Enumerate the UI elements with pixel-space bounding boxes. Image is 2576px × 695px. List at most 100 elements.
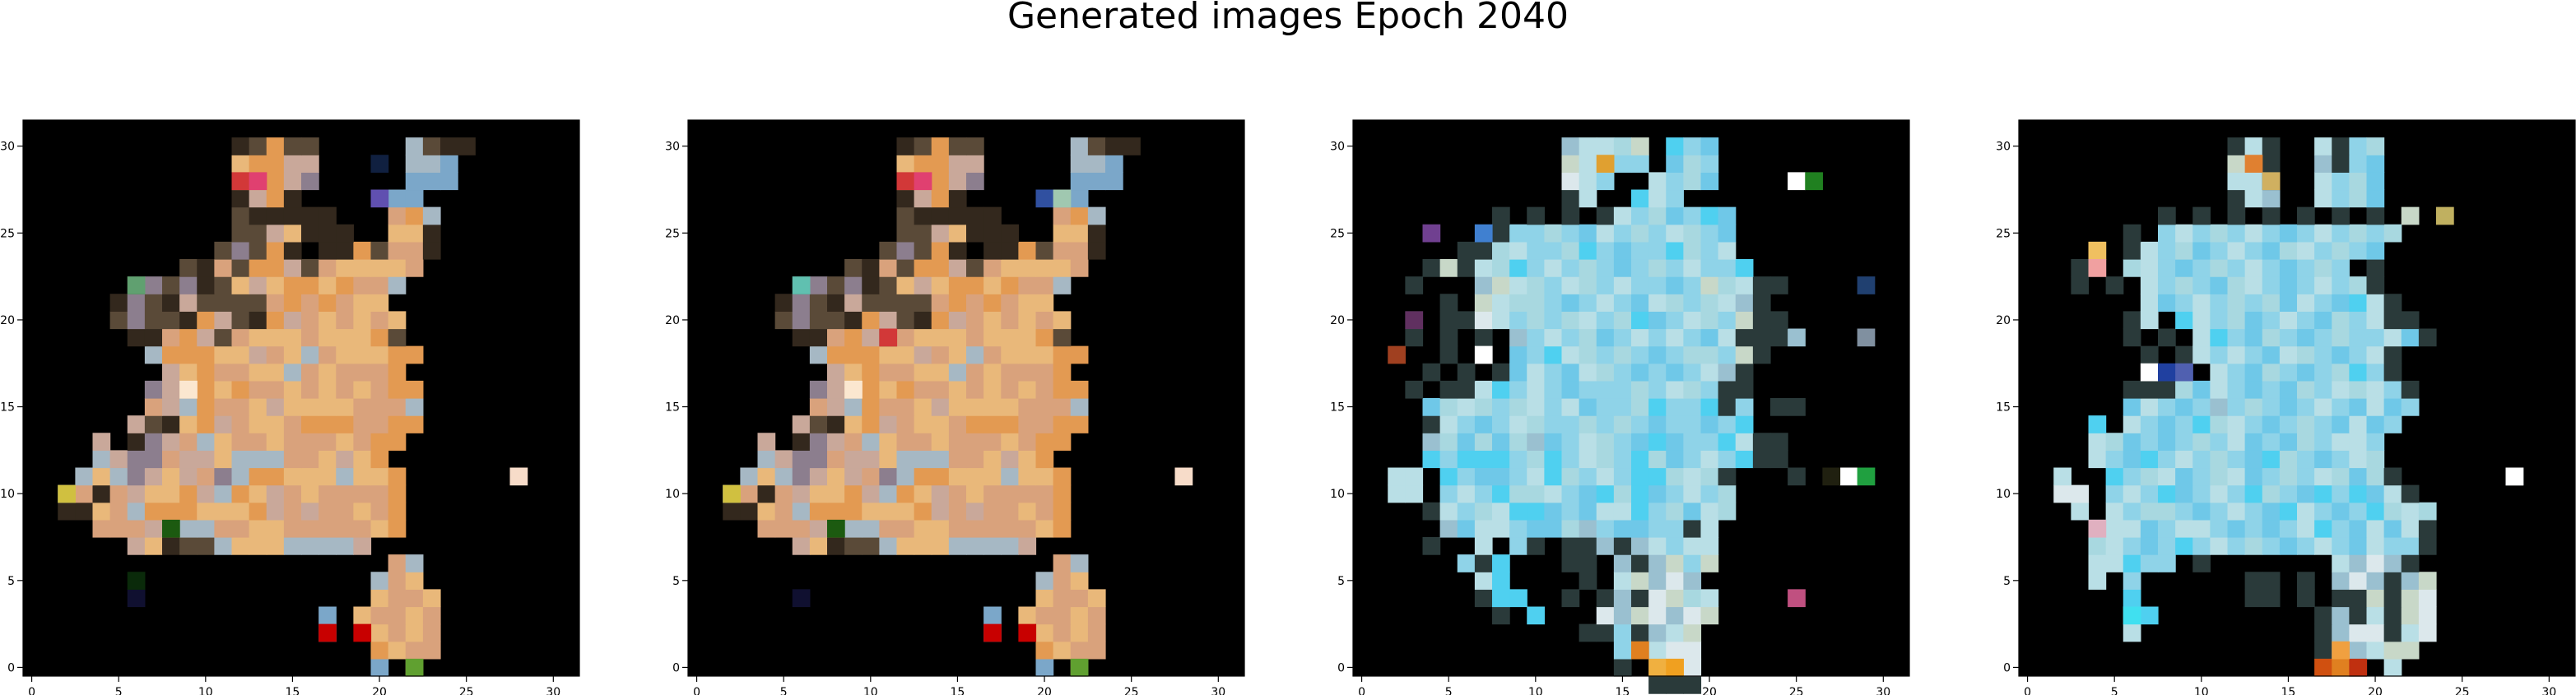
image-pixel: [1561, 206, 1580, 225]
image-pixel: [896, 502, 915, 521]
image-pixel: [809, 380, 828, 399]
image-pixel: [231, 345, 250, 364]
image-pixel: [2123, 606, 2141, 625]
image-pixel: [879, 519, 898, 538]
image-pixel: [1770, 398, 1788, 416]
image-pixel: [179, 380, 198, 399]
image-pixel: [1683, 241, 1702, 260]
image-pixel: [301, 155, 319, 173]
image-pixel: [2383, 224, 2402, 243]
image-pixel: [109, 450, 128, 469]
image-pixel: [197, 380, 215, 399]
image-pixel: [1613, 415, 1632, 433]
image-pixel: [127, 572, 146, 590]
image-pixel: [1613, 363, 1632, 382]
image-pixel: [266, 398, 285, 416]
image-pixel: [1648, 294, 1667, 312]
image-pixel: [2140, 606, 2159, 625]
image-pixel: [353, 380, 372, 399]
image-pixel: [1457, 484, 1476, 503]
image-pixel: [179, 519, 198, 538]
image-pixel: [2349, 450, 2368, 469]
image-pixel: [757, 519, 776, 538]
image-pixel: [1509, 294, 1527, 312]
image-pixel: [2297, 433, 2315, 451]
image-pixel: [1001, 415, 1019, 433]
image-pixel: [809, 415, 828, 433]
x-tick-label: 10: [863, 686, 878, 695]
image-pixel: [249, 155, 267, 173]
image-pixel: [214, 311, 233, 330]
image-pixel: [844, 450, 863, 469]
image-pixel: [2175, 311, 2193, 330]
image-pixel: [2349, 398, 2368, 416]
image-pixel: [1053, 345, 1072, 364]
image-pixel: [2349, 294, 2368, 312]
image-pixel: [1527, 311, 1545, 330]
image-pixel: [1018, 450, 1037, 469]
image-pixel: [231, 484, 250, 503]
image-pixel: [179, 259, 198, 277]
image-pixel: [896, 224, 915, 243]
image-pixel: [1648, 415, 1667, 433]
image-pixel: [966, 224, 984, 243]
image-pixel: [827, 537, 845, 555]
image-pixel: [1439, 502, 1458, 521]
image-pixel: [2227, 137, 2246, 155]
image-pixel: [1070, 658, 1089, 677]
x-tick-label: 0: [1358, 686, 1365, 695]
image-pixel: [948, 484, 967, 503]
image-pixel: [144, 502, 163, 521]
image-pixel: [422, 137, 441, 155]
image-pixel: [2418, 328, 2437, 347]
image-pixel: [109, 294, 128, 312]
image-pixel: [353, 398, 372, 416]
image-pixel: [1053, 259, 1072, 277]
image-pixel: [2123, 259, 2141, 277]
image-pixel: [1735, 380, 1754, 399]
image-pixel: [370, 328, 389, 347]
image-pixel: [1018, 328, 1037, 347]
image-pixel: [144, 519, 163, 538]
image-pixel: [1492, 519, 1510, 538]
x-tick-label: 30: [2541, 686, 2556, 695]
image-pixel: [283, 345, 302, 364]
image-pixel: [931, 172, 950, 191]
image-pixel: [336, 328, 354, 347]
image-pixel: [2401, 589, 2420, 608]
image-pixel: [914, 137, 932, 155]
image-pixel: [2244, 484, 2263, 503]
image-pixel: [792, 311, 811, 330]
y-tick-label: 10: [1330, 488, 1345, 501]
image-pixel: [1001, 537, 1019, 555]
y-tick-label: 30: [1996, 141, 2011, 154]
image-pixel: [2158, 224, 2176, 243]
image-pixel: [283, 415, 302, 433]
image-pixel: [827, 345, 845, 364]
image-pixel: [2123, 224, 2141, 243]
image-pixel: [2366, 241, 2385, 260]
image-pixel: [2123, 502, 2141, 521]
image-pixel: [914, 155, 932, 173]
image-pixel: [1544, 502, 1563, 521]
image-pixel: [301, 484, 319, 503]
image-pixel: [2314, 224, 2332, 243]
image-pixel: [2314, 155, 2332, 173]
image-pixel: [1631, 241, 1649, 260]
image-pixel: [1561, 224, 1580, 243]
image-pixel: [2227, 502, 2246, 521]
image-pixel: [948, 189, 967, 208]
image-pixel: [1509, 241, 1527, 260]
image-pixel: [353, 415, 372, 433]
image-pixel: [792, 519, 811, 538]
image-pixel: [948, 294, 967, 312]
image-pixel: [1544, 311, 1563, 330]
image-pixel: [1527, 206, 1545, 225]
image-pixel: [2210, 519, 2229, 538]
image-pixel: [1596, 450, 1615, 469]
image-pixel: [2314, 294, 2332, 312]
image-pixel: [723, 502, 741, 521]
image-pixel: [266, 137, 285, 155]
image-pixel: [214, 467, 233, 486]
image-pixel: [1561, 259, 1580, 277]
